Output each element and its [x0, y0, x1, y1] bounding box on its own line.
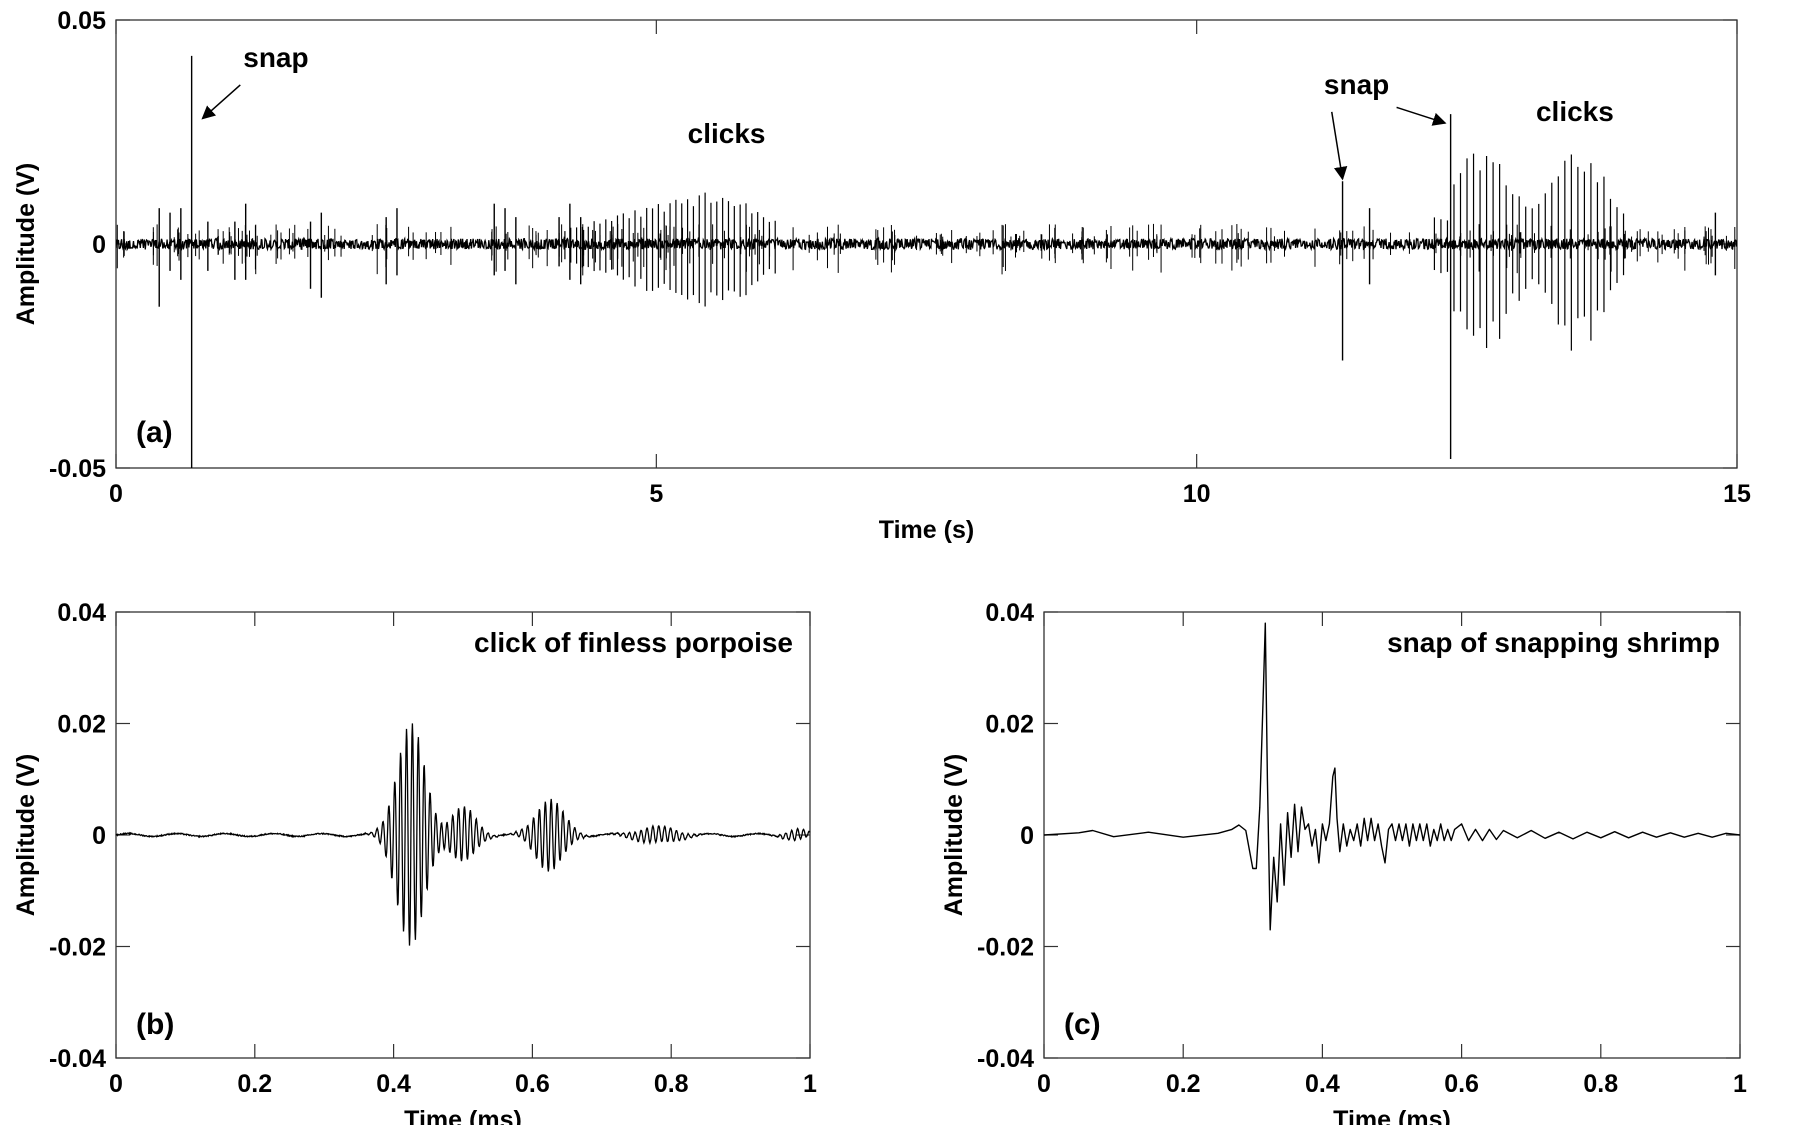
- waveform-line: [1043, 622, 1741, 931]
- panel-letter: (a): [136, 416, 173, 449]
- annotation-label: snap: [1324, 69, 1389, 100]
- x-tick-label: 0.6: [1444, 1070, 1479, 1098]
- x-tick-label: 0.8: [654, 1070, 689, 1098]
- y-tick-label: -0.04: [49, 1045, 106, 1073]
- x-tick-label: 1: [1733, 1070, 1747, 1098]
- y-tick-label: -0.05: [49, 455, 106, 483]
- x-axis-label: Time (s): [879, 516, 974, 544]
- y-tick-label: -0.04: [977, 1045, 1034, 1073]
- y-tick-label: 0.04: [57, 599, 106, 627]
- annotation-arrow: [201, 84, 241, 120]
- panel-title: click of finless porpoise: [474, 627, 793, 658]
- x-tick-label: 0.2: [237, 1070, 272, 1098]
- x-tick-label: 1: [803, 1070, 817, 1098]
- y-tick-label: 0.02: [985, 711, 1034, 739]
- x-tick-label: 0: [1037, 1070, 1051, 1098]
- annotation-arrow: [1396, 106, 1447, 126]
- x-tick-label: 0.6: [515, 1070, 550, 1098]
- y-tick-label: 0: [92, 822, 106, 850]
- y-tick-label: 0.05: [57, 7, 106, 35]
- y-tick-label: -0.02: [49, 934, 106, 962]
- panel-letter: (b): [136, 1008, 174, 1041]
- y-tick-label: 0: [92, 231, 106, 259]
- x-tick-label: 0: [109, 480, 123, 508]
- panel-letter: (c): [1064, 1008, 1101, 1041]
- annotation-arrow: [1331, 111, 1348, 181]
- y-tick-label: 0.02: [57, 711, 106, 739]
- x-tick-label: 0.2: [1166, 1070, 1201, 1098]
- x-tick-label: 0.8: [1583, 1070, 1618, 1098]
- x-tick-label: 0.4: [1305, 1070, 1340, 1098]
- x-tick-label: 0.4: [376, 1070, 411, 1098]
- x-axis-label: Time (ms): [1333, 1106, 1451, 1125]
- y-tick-label: 0.04: [985, 599, 1034, 627]
- panel-title: snap of snapping shrimp: [1387, 627, 1720, 658]
- x-tick-label: 5: [649, 480, 663, 508]
- x-axis-label: Time (ms): [404, 1106, 522, 1125]
- x-tick-label: 0: [109, 1070, 123, 1098]
- panel-b-chart: 0 0.2 0.4 0.6 0.8 1 0.04 0.02 0 -0.02 -0.04 Time (m…: [12, 599, 817, 1125]
- annotation-label: snap: [243, 42, 308, 73]
- y-tick-label: -0.02: [977, 934, 1034, 962]
- panel-c-chart: 0 0.2 0.4 0.6 0.8 1 0.04 0.02 0 -0.02 -0.04 Time (m…: [940, 599, 1747, 1125]
- y-axis-label: Amplitude (V): [940, 754, 968, 917]
- x-tick-label: 15: [1723, 480, 1751, 508]
- y-tick-label: 0: [1020, 822, 1034, 850]
- x-tick-label: 10: [1183, 480, 1211, 508]
- waveform-line: [115, 723, 811, 946]
- y-axis-label: Amplitude (V): [12, 754, 40, 917]
- annotation-label: clicks: [688, 118, 766, 149]
- y-axis-label: Amplitude (V): [12, 163, 40, 326]
- annotation-label: clicks: [1536, 96, 1614, 127]
